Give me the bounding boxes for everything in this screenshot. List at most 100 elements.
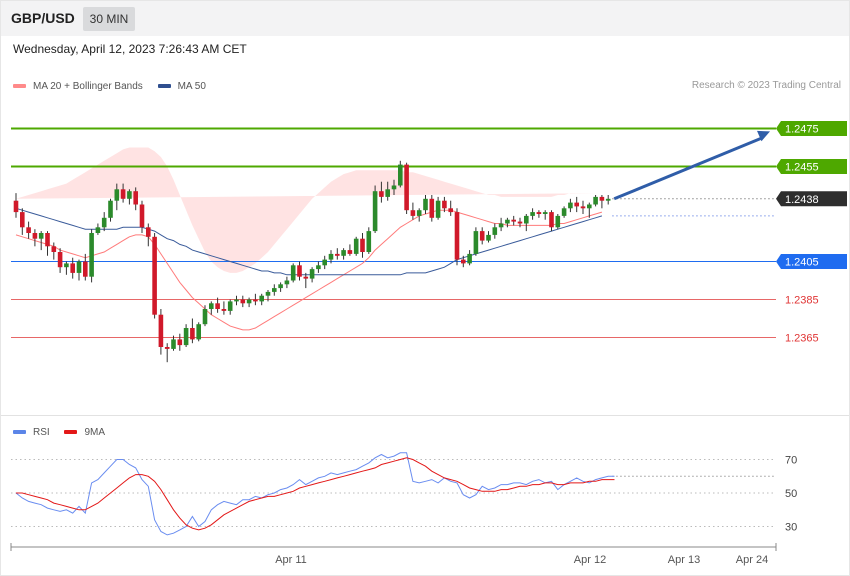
candle [366, 227, 372, 254]
candle-body [177, 339, 183, 346]
candle [517, 217, 523, 228]
candle [139, 200, 145, 233]
candle [51, 242, 57, 260]
candle-body [297, 265, 302, 277]
level-tag-text: 1.2438 [785, 194, 819, 206]
ma20-swatch [13, 84, 26, 88]
candle [221, 301, 227, 315]
candle [423, 195, 428, 214]
candle [297, 261, 302, 281]
candle-body [486, 234, 491, 241]
candle-body [416, 210, 422, 216]
candle-body [309, 269, 315, 279]
candle-body [593, 196, 598, 205]
rsi-level-label-30: 30 [785, 522, 797, 534]
candle-body [152, 236, 157, 315]
candle-body [423, 198, 428, 211]
candle-body [133, 191, 138, 205]
candle-body [101, 217, 107, 228]
candle-body [461, 259, 466, 264]
candle-body [196, 324, 201, 340]
candle [555, 214, 561, 230]
candle-body [234, 299, 239, 302]
candle-body [95, 227, 101, 233]
candle-body [542, 212, 548, 214]
x-axis-label: Apr 24 [736, 554, 768, 566]
timeframe-button[interactable]: 30 MIN [83, 7, 135, 31]
candle-body [164, 347, 170, 349]
candle [574, 196, 579, 213]
candle [89, 229, 94, 283]
candle [580, 200, 586, 214]
candle-body [259, 295, 264, 302]
candle-body [448, 208, 453, 213]
candle-body [190, 328, 195, 340]
candle [492, 223, 498, 239]
x-axis-label: Apr 12 [574, 554, 606, 566]
candle-body [568, 202, 573, 209]
candle-body [467, 253, 472, 264]
level-tag-text: 1.2475 [785, 124, 819, 136]
candle [511, 215, 516, 226]
candle [593, 195, 598, 207]
candle-body [574, 202, 579, 207]
candle [202, 305, 208, 327]
candle [341, 248, 346, 260]
candle-body [379, 191, 384, 197]
candle [448, 200, 453, 216]
candle [416, 208, 422, 222]
candle-body [139, 204, 145, 228]
candle-body [227, 301, 233, 311]
candle [45, 231, 50, 256]
candle [146, 223, 151, 247]
candle-body [599, 196, 605, 201]
candle-body [511, 219, 516, 222]
candle-body [328, 253, 334, 260]
candle-body [32, 233, 38, 239]
candle-body [26, 227, 31, 233]
candle [164, 343, 170, 363]
candle [38, 231, 44, 251]
rsi-level-label-50: 50 [785, 488, 797, 500]
candle [196, 322, 201, 342]
candle [272, 284, 277, 296]
candle-body [385, 189, 390, 197]
candle [316, 261, 321, 273]
price-legend: MA 20 + Bollinger Bands MA 50 [13, 80, 218, 92]
candle-body [398, 164, 403, 186]
candle [429, 195, 435, 222]
candle-body [83, 261, 88, 277]
candle [391, 179, 397, 195]
candle [171, 335, 176, 351]
candle-body [360, 238, 365, 252]
candle-body [372, 191, 378, 232]
ma50-line [15, 207, 603, 276]
candle-body [240, 299, 246, 304]
candle [26, 221, 31, 239]
candle-body [265, 291, 271, 296]
candle [32, 229, 38, 247]
candle [461, 255, 466, 268]
candle [120, 183, 126, 203]
candle [70, 257, 75, 279]
copyright-credit: Research © 2023 Trading Central [691, 80, 841, 91]
level-tag-bg [776, 159, 847, 174]
candle [83, 253, 88, 281]
candle [284, 276, 290, 289]
candle [479, 227, 485, 245]
rsi-line [15, 452, 615, 536]
candle [486, 231, 491, 243]
candles [13, 160, 611, 363]
candle-body [341, 250, 346, 256]
candle-body [530, 212, 535, 216]
rsi-level-label-70: 70 [785, 455, 797, 467]
candle-body [353, 238, 359, 254]
candle [190, 318, 195, 344]
candle-body [290, 265, 296, 281]
level-label-1.2385: 1.2385 [785, 295, 819, 307]
candle-body [158, 314, 164, 347]
candle [587, 202, 592, 218]
candle [209, 301, 214, 315]
candle [240, 295, 246, 308]
